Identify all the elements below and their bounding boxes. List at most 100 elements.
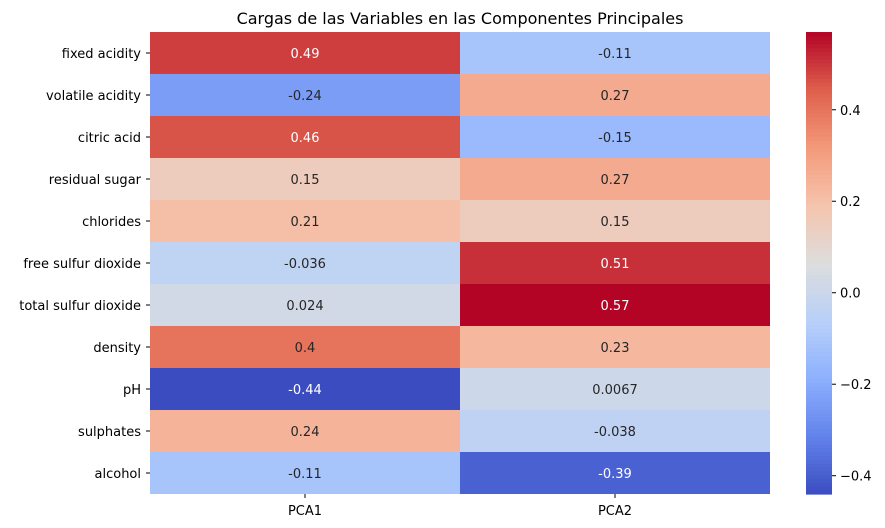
- colorbar-segment: [806, 197, 832, 202]
- colorbar-segment: [806, 482, 832, 487]
- colorbar-segment: [806, 424, 832, 430]
- colorbar-segment: [806, 397, 832, 403]
- colorbar-segment: [806, 105, 832, 110]
- colorbar-segment: [806, 405, 832, 410]
- colorbar-segment: [806, 66, 832, 72]
- colorbar: −0.4 −0.2 0.0 0.2 0.4: [806, 32, 872, 495]
- colorbar-segment: [806, 47, 832, 52]
- y-tick-label: free sulfur dioxide: [23, 257, 141, 272]
- y-tick-label: density: [93, 341, 141, 356]
- cell-value-label: -0.15: [598, 131, 632, 146]
- colorbar-segment: [806, 151, 832, 156]
- heatmap-cell: [150, 452, 460, 494]
- colorbar-segment: [806, 289, 832, 295]
- colorbar-segment: [806, 274, 832, 279]
- colorbar-segment: [806, 359, 832, 364]
- colorbar-segment: [806, 282, 832, 287]
- colorbar-segment: [806, 463, 832, 468]
- colorbar-segment: [806, 293, 832, 299]
- colorbar-segment: [806, 189, 832, 195]
- colorbar-segment: [806, 232, 832, 237]
- colorbar-segment: [806, 78, 832, 83]
- cell-value-label: 0.27: [601, 173, 630, 188]
- colorbar-segment: [806, 101, 832, 106]
- colorbar-segment: [806, 74, 832, 79]
- colorbar-segment: [806, 116, 832, 122]
- cell-value-label: 0.4: [295, 341, 316, 356]
- colorbar-segment: [806, 216, 832, 222]
- colorbar-segment: [806, 474, 832, 480]
- colorbar-segment: [806, 39, 832, 45]
- colorbar-segment: [806, 270, 832, 276]
- colorbar-segment: [806, 417, 832, 422]
- colorbar-segment: [806, 328, 832, 333]
- y-tick-label: sulphates: [78, 425, 141, 440]
- cell-value-label: -0.44: [288, 383, 322, 398]
- colorbar-segment: [806, 455, 832, 460]
- colorbar-segment: [806, 205, 832, 210]
- y-tick-label: chlorides: [82, 215, 141, 230]
- colorbar-segment: [806, 432, 832, 437]
- colorbar-segment: [806, 478, 832, 484]
- colorbar-segment: [806, 147, 832, 152]
- cell-value-label: 0.57: [601, 299, 630, 314]
- heatmap-grid: 0.49 -0.11 -0.24 0.27 0.46 -0.15 0.15 0.27 0.21 0…: [150, 32, 770, 494]
- column-labels: PCA1 PCA2: [288, 494, 632, 519]
- colorbar-segment: [806, 128, 832, 133]
- colorbar-segment: [806, 162, 832, 168]
- colorbar-segment: [806, 166, 832, 172]
- heatmap-cell: [150, 200, 460, 242]
- heatmap-cell: [150, 368, 460, 410]
- colorbar-segment: [806, 35, 832, 41]
- colorbar-segment: [806, 259, 832, 264]
- colorbar-segment: [806, 486, 832, 491]
- heatmap-cell: [460, 158, 770, 200]
- colorbar-segment: [806, 124, 832, 129]
- colorbar-segment: [806, 393, 832, 399]
- colorbar-segment: [806, 332, 832, 337]
- cell-value-label: 0.27: [601, 89, 630, 104]
- heatmap-cell: [460, 74, 770, 116]
- colorbar-segment: [806, 62, 832, 68]
- colorbar-segment: [806, 440, 832, 445]
- colorbar-segment: [806, 85, 832, 91]
- colorbar-segment: [806, 43, 832, 48]
- colorbar-segment: [806, 212, 832, 218]
- y-tick-label: total sulfur dioxide: [19, 299, 141, 314]
- heatmap-cell: [460, 368, 770, 410]
- colorbar-segment: [806, 459, 832, 464]
- colorbar-segment: [806, 297, 832, 303]
- colorbar-segment: [806, 413, 832, 418]
- colorbar-segment: [806, 93, 832, 99]
- colorbar-segment: [806, 263, 832, 268]
- colorbar-segment: [806, 243, 832, 249]
- colorbar-segment: [806, 132, 832, 137]
- colorbar-segment: [806, 135, 832, 141]
- heatmap-cell: [460, 116, 770, 158]
- colorbar-tick-label: −0.2: [840, 378, 872, 393]
- heatmap-cell: [460, 200, 770, 242]
- colorbar-tick-label: 0.4: [840, 104, 861, 119]
- colorbar-segment: [806, 420, 832, 426]
- heatmap-cell: [460, 326, 770, 368]
- colorbar-segment: [806, 120, 832, 125]
- colorbar-segment: [806, 89, 832, 95]
- heatmap-cell: [460, 452, 770, 494]
- colorbar-segment: [806, 401, 832, 407]
- heatmap-cell: [460, 410, 770, 452]
- colorbar-segment: [806, 159, 832, 164]
- y-tick-label: alcohol: [95, 467, 141, 482]
- colorbar-segment: [806, 239, 832, 245]
- colorbar-segment: [806, 112, 832, 118]
- heatmap-cell: [150, 410, 460, 452]
- colorbar-segment: [806, 374, 832, 380]
- colorbar-segment: [806, 378, 832, 383]
- colorbar-segment: [806, 143, 832, 149]
- cell-value-label: -0.24: [288, 89, 322, 104]
- heatmap-cell: [150, 284, 460, 326]
- colorbar-segment: [806, 109, 832, 114]
- x-tick-label: PCA2: [598, 504, 632, 519]
- cell-value-label: -0.11: [288, 467, 322, 482]
- colorbar-segment: [806, 174, 832, 179]
